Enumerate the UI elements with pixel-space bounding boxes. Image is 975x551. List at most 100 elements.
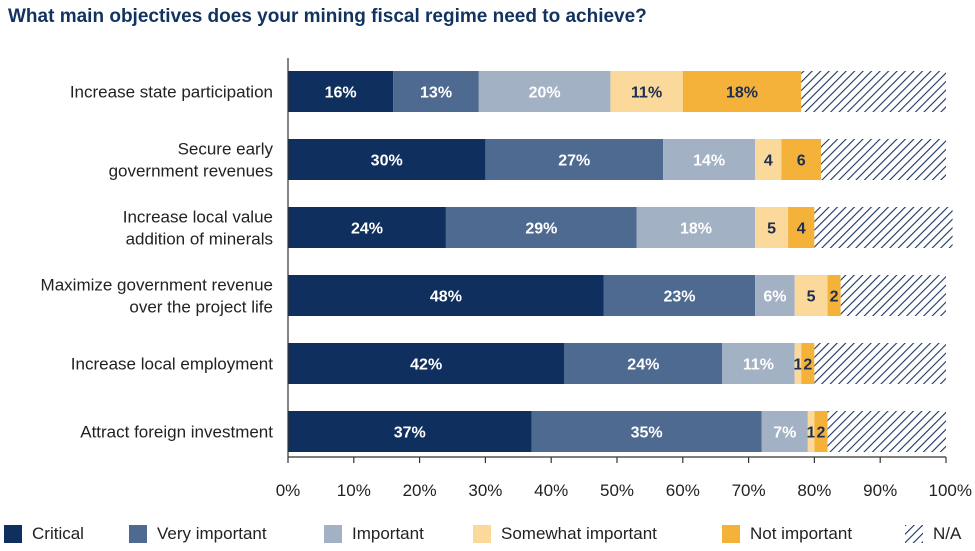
bar-segment	[288, 411, 532, 452]
bar-segment	[807, 411, 815, 452]
legend-label: Important	[352, 524, 424, 543]
x-tick-label: 60%	[666, 481, 700, 500]
chart-area: 16% 13% 20% 11% 18%30% 27% 14% 4 624% 29% 18% 5 448%…	[41, 58, 972, 500]
data-label: 30%	[371, 153, 403, 170]
category-label: Increase local value	[123, 208, 273, 227]
x-tick-label: 80%	[797, 481, 831, 500]
bar-segment	[288, 275, 604, 316]
bar-segment	[801, 71, 946, 112]
bar-segment	[801, 343, 815, 384]
category-label: addition of minerals	[126, 230, 273, 249]
legend-swatch	[4, 525, 22, 543]
bar-segment	[288, 71, 394, 112]
data-label: 2	[830, 289, 839, 306]
bar-segment	[288, 207, 446, 248]
legend-swatch	[722, 525, 740, 543]
x-tick-label: 100%	[929, 481, 972, 500]
legend-item: Not important	[722, 522, 852, 546]
x-tick-label: 20%	[403, 481, 437, 500]
data-label: 24%	[351, 221, 383, 238]
category-label: Increase local employment	[71, 355, 273, 374]
legend-label: Very important	[157, 524, 267, 543]
data-label: 16%	[325, 85, 357, 102]
category-label: Maximize government revenue	[41, 276, 273, 295]
legend-swatch	[324, 525, 342, 543]
bar-segment	[288, 139, 486, 180]
bar-segment	[794, 343, 802, 384]
category-label: Increase state participation	[70, 83, 273, 102]
legend-item: Very important	[129, 522, 267, 546]
bar-segment	[840, 275, 946, 316]
x-tick-label: 30%	[468, 481, 502, 500]
legend-swatch	[129, 525, 147, 543]
bar-segment	[682, 71, 802, 112]
bar-segment	[761, 411, 808, 452]
legend-swatch	[473, 525, 491, 543]
x-tick-label: 10%	[337, 481, 371, 500]
data-label: 29%	[525, 221, 557, 238]
category-label: government revenues	[109, 162, 273, 181]
bar-segment	[393, 71, 479, 112]
data-label: 13%	[420, 85, 452, 102]
data-label: 5	[807, 289, 816, 306]
data-label: 27%	[558, 153, 590, 170]
hatch-swatch-icon	[905, 525, 923, 543]
x-tick-label: 70%	[732, 481, 766, 500]
category-label: over the project life	[129, 298, 273, 317]
data-label: 42%	[410, 357, 442, 374]
bar-segment	[478, 71, 611, 112]
category-label: Attract foreign investment	[80, 423, 273, 442]
bars-layer: 16% 13% 20% 11% 18%30% 27% 14% 4 624% 29% 18% 5 448%…	[288, 71, 953, 452]
chart-title: What main objectives does your mining fi…	[8, 6, 647, 27]
bar-segment	[663, 139, 756, 180]
bar-segment	[788, 207, 815, 248]
legend-item: Somewhat important	[473, 522, 657, 546]
x-tick-label: 90%	[863, 481, 897, 500]
data-label: 1	[807, 425, 816, 442]
data-label: 4	[764, 153, 773, 170]
bar-segment	[610, 71, 683, 112]
data-label: 18%	[680, 221, 712, 238]
x-tick-label: 0%	[276, 481, 301, 500]
bar-segment	[755, 139, 782, 180]
bar-segment	[445, 207, 637, 248]
x-axis: 0% 10% 20% 30% 40% 50% 60% 70% 80% 90% 100%	[276, 58, 972, 500]
bar-segment	[814, 343, 946, 384]
legend-label: Not important	[750, 524, 853, 543]
bar-segment	[722, 343, 795, 384]
category-label: Secure early	[178, 140, 274, 159]
legend-label: Critical	[32, 524, 84, 543]
bar-segment	[531, 411, 762, 452]
legend-item: Important	[324, 522, 424, 546]
data-label: 37%	[394, 425, 426, 442]
data-label: 1	[793, 357, 802, 374]
data-label: 24%	[627, 357, 659, 374]
legend: Critical Very important Important Somewhat …	[0, 522, 975, 548]
data-label: 35%	[631, 425, 663, 442]
data-label: 14%	[693, 153, 725, 170]
data-label: 11%	[743, 357, 774, 374]
legend-swatch	[905, 525, 923, 543]
bar-segment	[814, 207, 953, 248]
data-label: 20%	[529, 85, 561, 102]
bar-segment	[636, 207, 756, 248]
bar-segment	[755, 207, 789, 248]
bar-segment	[781, 139, 821, 180]
data-label: 4	[797, 221, 806, 238]
data-label: 48%	[430, 289, 462, 306]
bar-segment	[603, 275, 756, 316]
data-label: 7%	[773, 425, 796, 442]
bar-segment	[485, 139, 664, 180]
bar-segment	[827, 275, 841, 316]
category-labels: Increase state participation Secure early…	[41, 83, 274, 442]
bar-segment	[827, 411, 946, 452]
data-label: 18%	[726, 85, 758, 102]
bar-segment	[564, 343, 723, 384]
data-label: 2	[803, 357, 812, 374]
data-label: 11%	[631, 85, 662, 102]
legend-label: Somewhat important	[501, 524, 657, 543]
legend-item: N/A	[905, 522, 961, 546]
data-label: 6	[797, 153, 806, 170]
x-tick-label: 40%	[534, 481, 568, 500]
bar-segment	[288, 343, 565, 384]
